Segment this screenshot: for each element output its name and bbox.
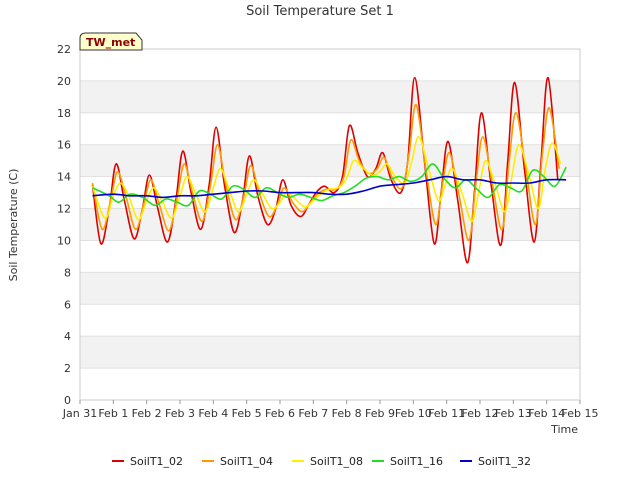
x-tick-label: Feb 11 [428,407,465,420]
grid-band [80,336,580,369]
y-tick-label: 6 [64,298,71,311]
grid-band [80,272,580,305]
series-line-SoilT1_16 [92,163,567,207]
x-tick-label: Feb 4 [198,407,228,420]
y-tick-label: 14 [57,171,71,184]
legend-label-SoilT1_32: SoilT1_32 [478,455,531,468]
series-line-SoilT1_04 [91,103,560,242]
grid-band [80,49,580,81]
legend-label-SoilT1_02: SoilT1_02 [130,455,183,468]
x-tick-label: Feb 5 [232,407,262,420]
y-tick-label: 4 [64,330,71,343]
plot-area-border [79,48,581,401]
y-tick-label: 16 [57,139,71,152]
legend-label-SoilT1_08: SoilT1_08 [310,455,363,468]
x-tick-label: Feb 10 [395,407,432,420]
x-tick-label: Feb 13 [495,407,532,420]
grid-band [80,80,580,113]
x-tick-label: Feb 3 [165,407,195,420]
y-tick-label: 18 [57,107,71,120]
x-tick-label: Feb 1 [98,407,128,420]
grid-band [80,112,580,145]
y-tick-label: 20 [57,75,71,88]
y-tick-label: 0 [64,394,71,407]
y-tick-label: 2 [64,362,71,375]
x-tick-label: Feb 14 [528,407,565,420]
legend: SoilT1_02 SoilT1_04 SoilT1_08 SoilT1_16 Soil… [112,455,531,468]
series-line-SoilT1_08 [91,135,562,223]
x-tick-label: Feb 6 [265,407,295,420]
background-bands [80,49,580,401]
y-tick-label: 10 [57,234,71,247]
y-axis-ticks: 0 2 4 6 8 10 12 14 16 18 20 22 [57,43,71,407]
y-tick-label: 8 [64,266,71,279]
x-tick-label: Feb 7 [298,407,328,420]
grid-band [80,144,580,177]
y-tick-label: 22 [57,43,71,56]
x-tick-label: Feb 8 [332,407,362,420]
x-tick-label: Feb 15 [562,407,599,420]
station-tag: TW_met [79,32,143,51]
y-axis-label: Soil Temperature (C) [7,169,20,282]
station-tag-label: TW_met [86,36,135,49]
x-tick-label: Feb 9 [365,407,395,420]
legend-label-SoilT1_16: SoilT1_16 [390,455,443,468]
x-axis-ticks: Jan 31 Feb 1 Feb 2 Feb 3 Feb 4 Feb 5 Feb 6 Feb … [62,400,599,420]
series-lines [91,76,567,264]
x-axis-label: Time [550,423,578,436]
series-line-SoilT1_32 [92,175,567,199]
legend-label-SoilT1_04: SoilT1_04 [220,455,273,468]
grid-band [80,304,580,337]
grid-band [80,368,580,400]
grid-band [80,240,580,273]
x-tick-label: Feb 12 [462,407,499,420]
chart-title: Soil Temperature Set 1 [246,4,394,19]
x-tick-label: Jan 31 [62,407,97,420]
y-tick-label: 12 [57,203,71,216]
x-tick-label: Feb 2 [132,407,162,420]
